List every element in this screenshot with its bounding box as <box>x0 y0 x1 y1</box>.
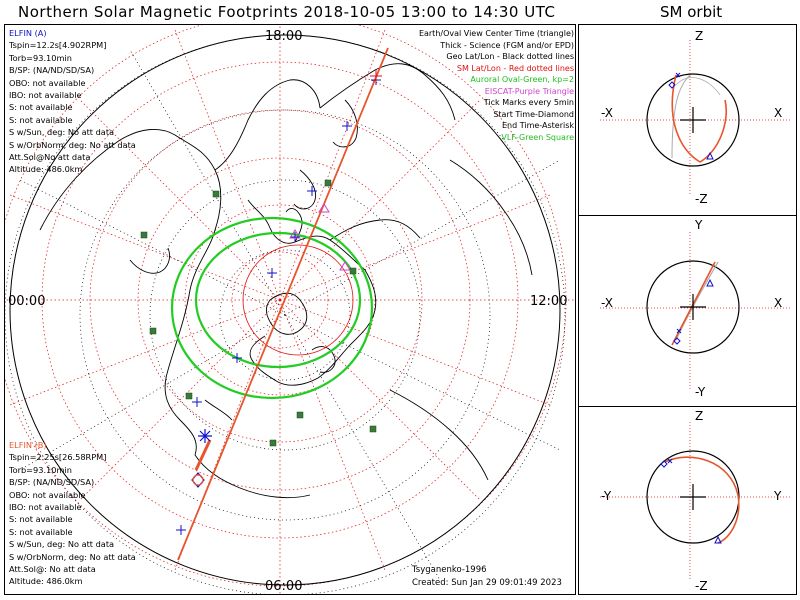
elfin-a-info: ELFIN (A) Tspin=12.2s[4.902RPM] Torb=93.… <box>9 27 136 176</box>
tick-marks <box>176 75 381 535</box>
elfin-b-line: S: not available <box>9 514 73 525</box>
geo-grid <box>5 34 566 594</box>
end-time-asterisk <box>198 429 212 443</box>
elfin-b-name: ELFIN (B) <box>9 440 47 450</box>
legend-item: Geo Lat/Lon - Black dotted lines <box>446 52 574 61</box>
axis-label-bottom-3: -Z <box>695 579 708 593</box>
orbit-path-2 <box>671 261 716 346</box>
elfin-b-line: OBO: not available <box>9 489 86 500</box>
elfin-a-line: S w/Sun, deg: No att data <box>9 127 115 138</box>
elfin-b-line: Tspin=2.25s[26.58RPM] <box>9 452 107 463</box>
legend: Earth/Oval View Center Time (triangle) T… <box>419 28 574 143</box>
elfin-science-segment <box>194 439 212 471</box>
axis-label-left-3: -Y <box>601 489 612 503</box>
sm-panel-xy: Y -Y -X X <box>600 218 790 399</box>
elfin-a-line: IBO: not available <box>9 90 82 101</box>
page-title: Northern Solar Magnetic Footprints 2018-… <box>18 3 556 21</box>
sm-grid <box>5 25 575 594</box>
sm-panel-yz: Z -Z -Y Y <box>600 409 790 593</box>
axis-label-right-2: X <box>774 296 782 310</box>
elfin-a-line: Torb=93.10min <box>9 52 72 63</box>
axis-label-top-2: Y <box>694 218 703 232</box>
elfin-b-info: ELFIN (B) Tspin=2.25s[26.58RPM] Torb=93.… <box>9 439 136 588</box>
elfin-a-line: OBO: not available <box>9 77 86 88</box>
legend-item: End Time-Asterisk <box>501 121 574 130</box>
mlt-label-bottom: 06:00 <box>265 579 302 594</box>
sm-orbit-title: SM orbit <box>660 3 723 21</box>
legend-item: Auroral Oval-Green, kp=2 <box>470 75 574 84</box>
axis-label-bottom-2: -Y <box>695 385 706 399</box>
elfin-footprint-track <box>177 47 389 561</box>
vlf-stations <box>140 179 377 447</box>
legend-item: Tick Marks every 5min <box>483 98 574 107</box>
start-time-diamond <box>191 472 205 488</box>
axis-label-right-1: X <box>774 106 782 120</box>
orbit-path-3 <box>664 456 740 544</box>
elfin-a-line: Att.Sol@No att data <box>9 152 91 163</box>
sm-panel-xz: Z -Z -X X <box>600 29 790 206</box>
elfin-a-line: B/SP: (NA/ND/SD/SA) <box>9 65 95 76</box>
eiscat-triangle <box>289 203 351 271</box>
created-timestamp: Created: Sun Jan 29 09:01:49 2023 <box>412 578 562 588</box>
earth-circle-1 <box>646 73 740 167</box>
sm-frame <box>578 24 797 595</box>
axis-label-top-1: Z <box>695 29 703 43</box>
elfin-a-line: S: not available <box>9 114 73 125</box>
legend-item: Earth/Oval View Center Time (triangle) <box>418 29 574 38</box>
elfin-b-line: S w/OrbNorm, deg: No att data <box>9 551 136 562</box>
axis-label-top-3: Z <box>695 409 703 423</box>
elfin-track <box>177 47 389 561</box>
axis-label-bottom-1: -Z <box>695 192 708 206</box>
elfin-b-line: S: not available <box>9 526 73 537</box>
model-credit: Tsyganenko-1996 <box>412 565 487 575</box>
mlt-label-right: 12:00 <box>530 294 567 309</box>
axis-label-left-2: -X <box>601 296 613 310</box>
elfin-b-line: Altitude: 486.0km <box>9 576 83 587</box>
sm-pole-circle <box>242 244 354 356</box>
elfin-b-line: Att.Sol@: No att data <box>9 564 96 575</box>
legend-item: EISCAT-Purple Triangle <box>484 86 574 96</box>
mlt-label-top: 18:00 <box>265 29 302 44</box>
mlt-label-left: 00:00 <box>8 294 45 309</box>
elfin-a-line: Altitude: 486.0km <box>9 164 83 175</box>
orbit-path-1 <box>671 74 727 163</box>
earth-limb <box>9 34 561 586</box>
earth-circle-2 <box>646 260 740 354</box>
elfin-a-name: ELFIN (A) <box>9 28 47 38</box>
elfin-b-line: Torb=93.10min <box>9 464 72 475</box>
elfin-a-line: Tspin=12.2s[4.902RPM] <box>9 40 107 51</box>
elfin-a-line: S w/OrbNorm, deg: No att data <box>9 139 136 150</box>
auroral-oval <box>170 216 374 400</box>
elfin-b-line: IBO: not available <box>9 502 82 513</box>
legend-item: Thick - Science (FGM and/or EPD) <box>440 40 574 50</box>
map-frame <box>4 24 576 595</box>
axis-label-left-1: -X <box>601 106 613 120</box>
legend-item: SM Lat/Lon - Red dotted lines <box>456 63 574 73</box>
elfin-b-line: B/SP: (NA/ND/SD/SA) <box>9 477 95 488</box>
elfin-a-line: S: not available <box>9 102 73 113</box>
legend-item: Start Time-Diamond <box>493 109 574 119</box>
elfin-b-line: S w/Sun, deg: No att data <box>9 539 115 550</box>
start-end-markers <box>370 70 382 82</box>
legend-item: VLF-Green Square <box>501 132 574 142</box>
axis-label-right-3: Y <box>773 489 782 503</box>
